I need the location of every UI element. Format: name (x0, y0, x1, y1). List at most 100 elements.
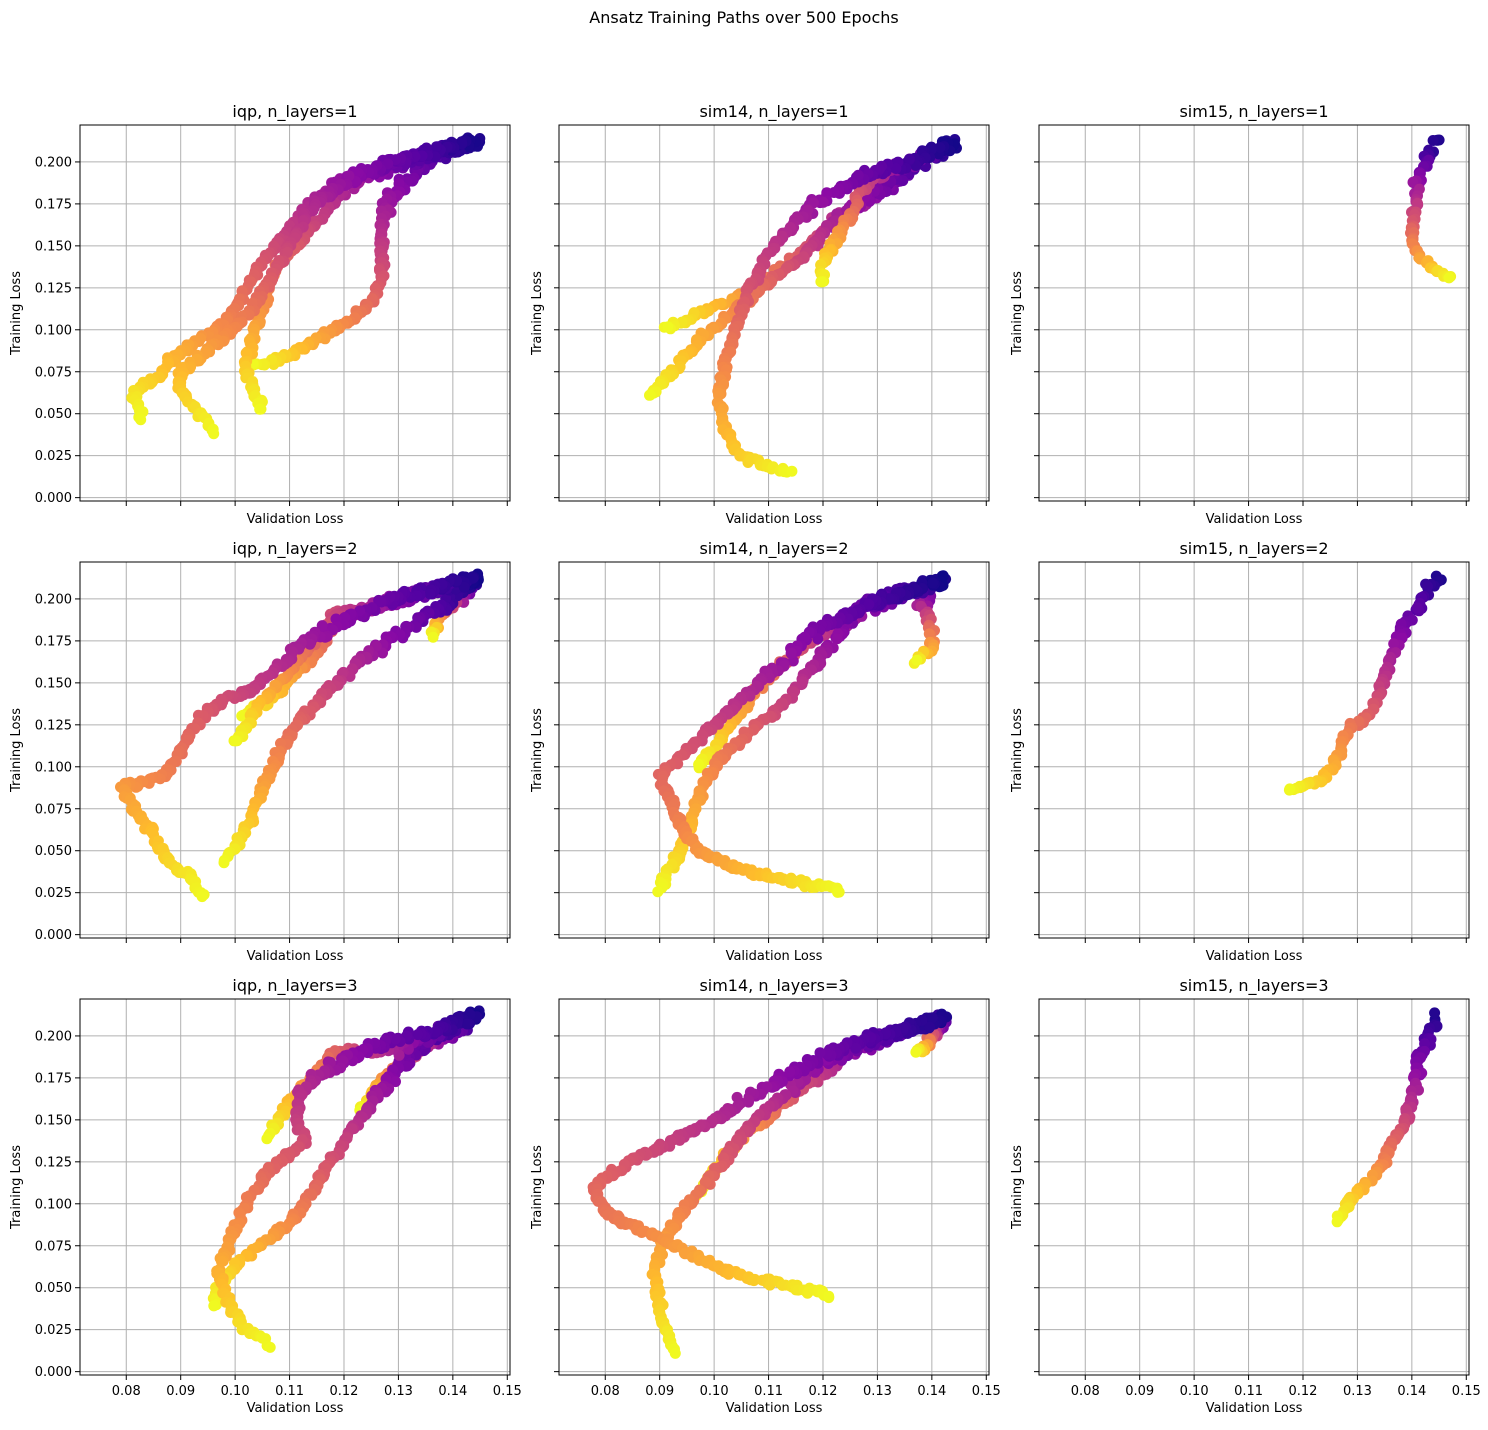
scatter-point (816, 276, 828, 288)
scatter-point (1443, 272, 1455, 284)
x-tick-label: 0.14 (1397, 1384, 1426, 1399)
subplot-title: sim15, n_layers=3 (1179, 976, 1328, 996)
plot-frame (79, 124, 511, 502)
x-tick-label: 0.10 (1180, 1384, 1209, 1399)
scatter-point (850, 1042, 862, 1054)
subplot-1: iqp, n_layers=10.0000.0250.0500.0750.100… (9, 102, 511, 527)
x-tick-label: 0.13 (1343, 1384, 1372, 1399)
x-axis-label: Validation Loss (247, 949, 344, 964)
x-tick-label: 0.13 (384, 1384, 413, 1399)
scatter-point (412, 1029, 424, 1041)
x-axis-label: Validation Loss (1206, 512, 1303, 527)
y-tick-label: 0.100 (35, 1197, 72, 1212)
y-axis-label: Training Loss (9, 708, 24, 793)
x-tick-label: 0.15 (1452, 1384, 1481, 1399)
y-tick-label: 0.025 (35, 1323, 72, 1338)
x-tick-label: 0.15 (972, 1384, 1001, 1399)
plot-frame (79, 561, 511, 939)
scatter-points (115, 568, 484, 903)
y-tick-label: 0.000 (35, 491, 72, 506)
subplot-6: sim15, n_layers=2 Validation Loss Training… (1010, 539, 1470, 964)
x-axis-label: Validation Loss (1206, 949, 1303, 964)
scatter-point (652, 886, 664, 898)
x-tick-label: 0.10 (221, 1384, 250, 1399)
scatter-points (1405, 134, 1457, 284)
x-tick-label: 0.12 (330, 1384, 359, 1399)
y-tick-label: 0.150 (35, 239, 72, 254)
y-tick-label: 0.200 (35, 1029, 72, 1044)
subplot-3: sim15, n_layers=1 Validation Loss Training… (1010, 102, 1470, 527)
y-tick-label: 0.075 (35, 1239, 72, 1254)
x-tick-label: 0.12 (1289, 1384, 1318, 1399)
scatter-point (1427, 135, 1439, 146)
subplot-title: sim15, n_layers=1 (1179, 102, 1328, 122)
subplot-title: sim15, n_layers=2 (1179, 539, 1328, 559)
scatter-point (823, 1290, 835, 1302)
y-axis-label: Training Loss (1010, 708, 1025, 793)
scatter-point (799, 631, 811, 643)
y-tick-label: 0.125 (35, 281, 72, 296)
scatter-point (431, 141, 442, 153)
y-tick-label: 0.100 (35, 760, 72, 775)
subplot-title: iqp, n_layers=2 (232, 539, 357, 559)
scatter-point (831, 633, 843, 645)
scatter-points (587, 1008, 953, 1359)
y-tick-label: 0.100 (35, 323, 72, 338)
plot-frame (1038, 998, 1470, 1376)
y-tick-label: 0.050 (35, 407, 72, 422)
x-axis-label: Validation Loss (726, 949, 823, 964)
subplot-4: iqp, n_layers=20.0000.0250.0500.0750.100… (9, 539, 511, 964)
y-tick-label: 0.175 (35, 1071, 72, 1086)
scatter-point (196, 891, 208, 903)
figure-title: Ansatz Training Paths over 500 Epochs (589, 8, 899, 27)
scatter-point (208, 428, 220, 440)
y-axis-label: Training Loss (530, 1145, 545, 1230)
scatter-point (926, 1012, 938, 1024)
scatter-point (389, 1033, 401, 1045)
scatter-point (817, 196, 829, 208)
scatter-point (467, 572, 479, 584)
scatter-point (390, 1076, 401, 1088)
scatter-point (934, 142, 946, 154)
scatter-point (424, 588, 436, 600)
x-axis-label: Validation Loss (1206, 1401, 1303, 1416)
y-tick-label: 0.000 (35, 1365, 72, 1380)
scatter-point (461, 1018, 473, 1030)
scatter-points (207, 1005, 486, 1353)
subplot-8: sim14, n_layers=30.08 0.09 0.10 0.11 0.12 0.1… (530, 976, 1001, 1416)
y-tick-label: 0.000 (35, 928, 72, 943)
y-axis-label: Training Loss (1010, 271, 1025, 356)
scatter-point (786, 465, 798, 477)
x-tick-label: 0.11 (754, 1384, 783, 1399)
scatter-point (208, 1300, 220, 1312)
subplot-title: sim14, n_layers=3 (699, 976, 848, 996)
plot-frame (558, 998, 990, 1376)
grid (80, 125, 510, 501)
x-tick-label: 0.11 (1234, 1384, 1263, 1399)
x-tick-label: 0.09 (1125, 1384, 1154, 1399)
plot-frame (558, 124, 990, 502)
x-tick-label: 0.14 (438, 1384, 467, 1399)
scatter-points (1331, 1007, 1443, 1228)
scatter-point (863, 598, 875, 610)
scatter-point (693, 758, 705, 770)
y-axis-label: Training Loss (530, 271, 545, 356)
x-tick-label: 0.09 (645, 1384, 674, 1399)
y-tick-label: 0.050 (35, 844, 72, 859)
x-tick-label: 0.09 (166, 1384, 195, 1399)
scatter-point (230, 735, 242, 747)
y-tick-label: 0.200 (35, 592, 72, 607)
subplot-title: iqp, n_layers=3 (232, 976, 357, 996)
grid (559, 125, 989, 501)
x-tick-label: 0.15 (493, 1384, 522, 1399)
scatter-point (761, 1081, 773, 1093)
scatter-point (261, 1133, 273, 1145)
scatter-point (1429, 1007, 1441, 1019)
y-tick-label: 0.175 (35, 197, 72, 212)
x-tick-label: 0.11 (275, 1384, 304, 1399)
plot-frame (1038, 124, 1470, 502)
scatter-point (785, 647, 797, 659)
panels: iqp, n_layers=10.0000.0250.0500.0750.100… (9, 102, 1481, 1416)
scatter-point (1331, 1216, 1343, 1228)
scatter-points (126, 132, 486, 440)
